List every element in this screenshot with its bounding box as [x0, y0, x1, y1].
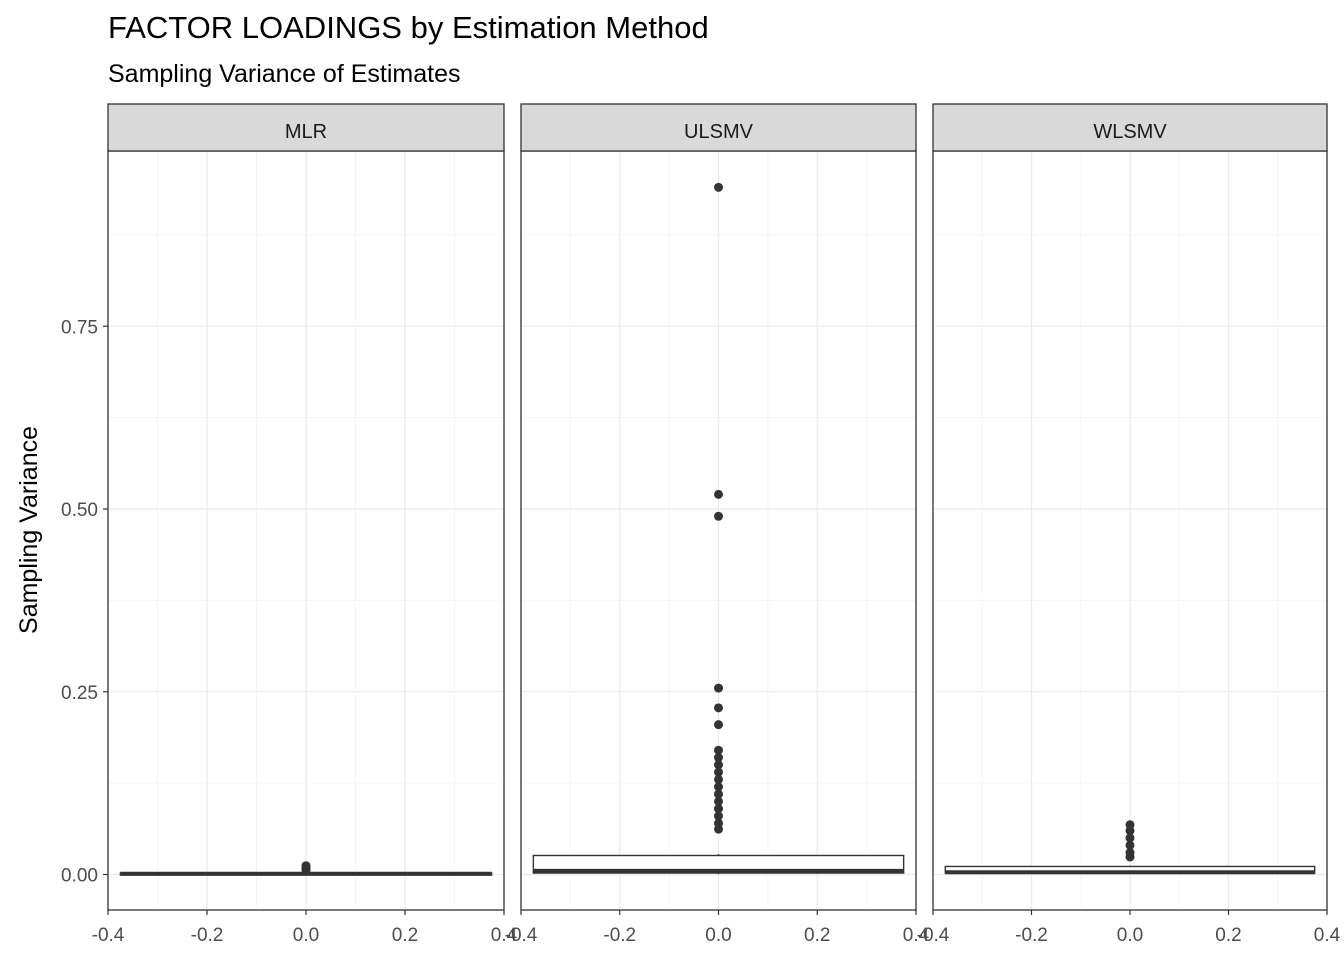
- outlier-point: [714, 753, 723, 763]
- outlier-point: [714, 760, 723, 770]
- y-tick-label: 0.75: [61, 317, 98, 338]
- facet-strip-label: WLSMV: [1093, 121, 1167, 143]
- x-tick-label: -0.4: [505, 925, 538, 946]
- x-tick-label: -0.2: [191, 925, 224, 946]
- x-tick-label: -0.2: [1015, 925, 1048, 946]
- facet-strip: [107, 103, 505, 152]
- box-iqr: [532, 854, 905, 874]
- x-tick-label: 0.0: [293, 925, 319, 946]
- x-tick-label: 0.2: [392, 925, 418, 946]
- outlier-point: [714, 720, 723, 730]
- facet-strip: [932, 103, 1328, 152]
- y-tick-label: 0.50: [61, 500, 98, 521]
- outlier-point: [714, 703, 723, 713]
- outlier-point: [714, 745, 723, 755]
- x-tick-label: 0.4: [1314, 925, 1341, 946]
- x-tick-label: 0.0: [705, 925, 731, 946]
- x-tick-label: 0.2: [804, 925, 830, 946]
- outlier-point: [714, 774, 723, 784]
- outlier-point: [301, 861, 311, 871]
- x-tick-label: -0.2: [603, 925, 636, 946]
- x-tick-label: 0.0: [1117, 925, 1143, 946]
- outlier-point: [714, 811, 723, 821]
- outlier-point: [714, 804, 723, 814]
- facet-strip-label: MLR: [285, 121, 327, 143]
- outlier-point: [714, 824, 723, 834]
- outlier-point: [714, 511, 723, 521]
- outlier-point: [714, 796, 723, 806]
- outlier-point: [714, 782, 723, 792]
- y-tick-label: 0.25: [61, 683, 98, 704]
- facet-strip: [520, 103, 917, 152]
- y-axis-title: Sampling Variance: [15, 426, 43, 634]
- outlier-point: [714, 683, 723, 693]
- outlier-point: [714, 767, 723, 777]
- x-tick-label: -0.4: [917, 925, 950, 946]
- chart-subtitle: Sampling Variance of Estimates: [108, 60, 461, 88]
- outlier-point: [714, 489, 723, 499]
- x-tick-label: 0.4: [903, 925, 930, 946]
- outlier-point: [714, 789, 723, 799]
- y-tick-label: 0.00: [61, 866, 98, 887]
- x-tick-label: 0.4: [491, 925, 518, 946]
- outlier-point: [1125, 840, 1135, 850]
- outlier-point: [1125, 826, 1135, 836]
- x-tick-label: 0.2: [1215, 925, 1241, 946]
- x-tick-label: -0.4: [92, 925, 125, 946]
- outlier-point: [1125, 833, 1135, 843]
- outlier-point: [1125, 852, 1135, 862]
- facet-strip-label: ULSMV: [684, 121, 754, 143]
- chart-title: FACTOR LOADINGS by Estimation Method: [108, 10, 709, 45]
- outlier-point: [714, 182, 723, 192]
